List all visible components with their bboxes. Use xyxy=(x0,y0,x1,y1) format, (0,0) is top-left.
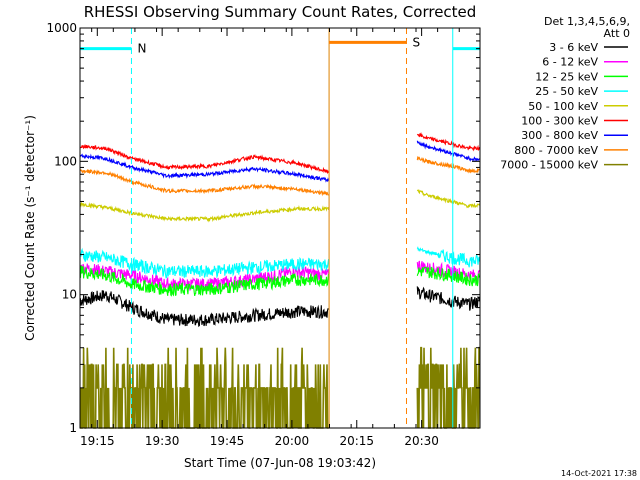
legend-label: 3 - 6 keV xyxy=(549,41,598,54)
legend-label: 25 - 50 keV xyxy=(535,85,598,98)
y-tick-label: 10 xyxy=(62,288,77,302)
annotation-label: N xyxy=(137,42,146,56)
series-line xyxy=(79,290,329,328)
y-tick-label: 100 xyxy=(54,154,77,168)
annotation-label: S xyxy=(412,35,420,49)
series-line xyxy=(416,156,481,174)
series-line xyxy=(416,140,480,163)
series-line xyxy=(79,143,330,175)
x-tick-label: 19:45 xyxy=(210,434,245,448)
timestamp-stamp: 14-Oct-2021 17:38 xyxy=(561,469,637,478)
x-axis-ticks: 19:15 19:30 19:45 20:00 20:15 20:30 xyxy=(80,28,460,448)
x-tick-label: 20:30 xyxy=(404,434,439,448)
series-line xyxy=(79,168,329,197)
legend-label: 300 - 800 keV xyxy=(521,129,598,142)
y-axis-label: Corrected Count Rate (s⁻¹ detector⁻¹) xyxy=(23,115,37,341)
y-tick-label: 1 xyxy=(69,421,77,435)
y-tick-label: 1000 xyxy=(46,21,77,35)
x-axis-label: Start Time (07-Jun-08 19:03:42) xyxy=(184,456,376,470)
legend-header: Det 1,3,4,5,6,9, xyxy=(544,15,630,28)
legend-label: 7000 - 15000 keV xyxy=(500,159,598,172)
series-line xyxy=(79,153,330,183)
x-tick-label: 20:00 xyxy=(275,434,310,448)
legend-label: 6 - 12 keV xyxy=(542,56,598,69)
series-line xyxy=(416,266,480,287)
legend-label: 50 - 100 keV xyxy=(528,100,598,113)
chart-title: RHESSI Observing Summary Count Rates, Co… xyxy=(84,3,477,21)
legend-label: 100 - 300 keV xyxy=(521,115,598,128)
series-line xyxy=(416,246,481,268)
series-line xyxy=(79,247,330,279)
y-axis-ticks: 1 10 100 1000 xyxy=(46,21,480,435)
plot-frame xyxy=(79,27,481,429)
legend-label: 800 - 7000 keV xyxy=(514,144,598,157)
x-tick-label: 19:30 xyxy=(145,434,180,448)
series-line xyxy=(416,286,481,311)
series-line xyxy=(416,260,480,283)
x-tick-label: 19:15 xyxy=(80,434,115,448)
series-line xyxy=(416,189,481,209)
legend-label: 12 - 25 keV xyxy=(535,70,598,83)
series-line xyxy=(79,265,330,297)
x-tick-label: 20:15 xyxy=(339,434,374,448)
legend: Det 1,3,4,5,6,9,Att 0 3 - 6 keV 6 - 12 keV… xyxy=(500,15,630,172)
series-line xyxy=(416,132,481,152)
legend-header: Att 0 xyxy=(604,27,630,40)
series-line xyxy=(79,201,330,223)
